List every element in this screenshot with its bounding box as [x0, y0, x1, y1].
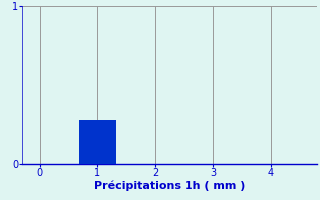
X-axis label: Précipitations 1h ( mm ): Précipitations 1h ( mm )	[94, 181, 245, 191]
Bar	[79, 120, 116, 164]
